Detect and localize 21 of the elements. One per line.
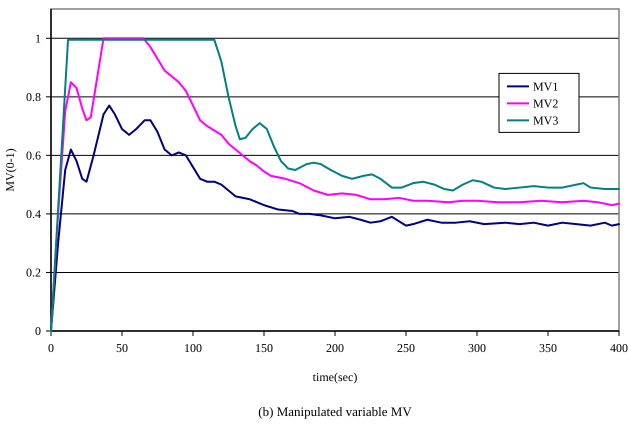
x-tick-label: 250 bbox=[397, 341, 415, 355]
x-tick-label: 0 bbox=[48, 341, 54, 355]
x-tick-label: 50 bbox=[116, 341, 128, 355]
x-tick-label: 300 bbox=[468, 341, 486, 355]
y-tick-label: 0.4 bbox=[26, 206, 41, 221]
x-tick-label: 350 bbox=[539, 341, 557, 355]
x-tick-label: 150 bbox=[255, 341, 273, 355]
text: (b) Manipulated variable MV bbox=[258, 404, 412, 419]
y-tick-label: 0.6 bbox=[26, 148, 41, 162]
y-tick-label: 0.8 bbox=[26, 90, 41, 104]
x-axis-title: time(sec) bbox=[312, 370, 358, 384]
legend-label: MV2 bbox=[533, 96, 558, 110]
x-tick-label: 100 bbox=[184, 341, 202, 355]
x-tick-label: 200 bbox=[326, 341, 344, 355]
y-axis-title: MV(0-1) bbox=[3, 148, 17, 192]
y-tick-label: 0.2 bbox=[26, 265, 41, 280]
x-tick-label: 400 bbox=[610, 341, 628, 355]
y-tick-label: 1 bbox=[35, 31, 41, 46]
legend-label: MV3 bbox=[533, 113, 558, 128]
legend-label: MV1 bbox=[533, 79, 558, 94]
y-tick-label: 0 bbox=[35, 324, 41, 338]
